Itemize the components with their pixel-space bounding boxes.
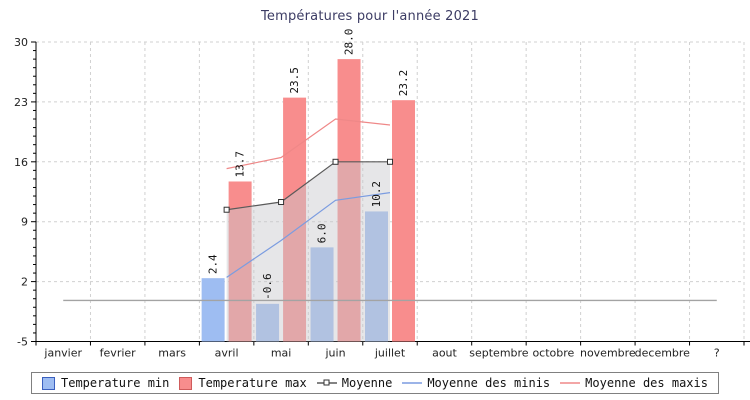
moyenne-area-fill bbox=[226, 161, 390, 342]
x-tick-label: janvier bbox=[43, 347, 82, 360]
bar-value-label: 2.4 bbox=[207, 254, 220, 274]
x-tick-label: juillet bbox=[374, 347, 406, 360]
bar-value-label: -0.6 bbox=[261, 273, 274, 300]
legend-label: Temperature max bbox=[198, 376, 307, 390]
legend-label: Moyenne des minis bbox=[427, 376, 551, 390]
y-tick-label: 16 bbox=[14, 156, 28, 169]
legend-item-moyenne-des-maxis: Moyenne des maxis bbox=[560, 376, 708, 390]
moyenne-marker bbox=[223, 206, 230, 213]
x-tick-label: juin bbox=[325, 347, 346, 360]
x-tick-label: fevrier bbox=[100, 347, 136, 360]
legend-swatch-icon bbox=[42, 376, 56, 390]
moyenne-marker bbox=[332, 158, 339, 165]
bar-temperature-max-mai bbox=[283, 97, 307, 342]
moyenne-marker bbox=[387, 158, 393, 165]
x-tick-label: aout bbox=[432, 347, 457, 360]
chart-title: Températures pour l'année 2021 bbox=[260, 9, 480, 24]
y-tick-label: 23 bbox=[14, 96, 28, 109]
legend-line-icon bbox=[560, 382, 581, 384]
bar-temperature-max-avril bbox=[228, 181, 252, 342]
x-tick-label: mai bbox=[271, 347, 292, 360]
line-moyenne-des-maxis bbox=[226, 118, 391, 170]
bar-value-label: 23.2 bbox=[397, 70, 410, 97]
legend-label: Moyenne des maxis bbox=[585, 376, 708, 390]
x-tick-label: novembre bbox=[580, 347, 636, 360]
x-tick-label: septembre bbox=[469, 347, 529, 360]
bar-temperature-max-juin bbox=[337, 59, 361, 342]
legend-line-marker-icon bbox=[316, 379, 337, 386]
bar-temperature-max-juillet bbox=[392, 100, 415, 342]
moyenne-marker bbox=[278, 199, 285, 206]
y-tick-label: 2 bbox=[21, 276, 28, 289]
bar-value-label: 13.7 bbox=[234, 151, 247, 178]
bar-temperature-min-juin bbox=[310, 247, 334, 342]
legend-label: Moyenne bbox=[341, 376, 393, 390]
bar-temperature-min-juillet bbox=[365, 211, 388, 342]
axes: 30 23 16 9 2 -5 janvier fevrier mars avril mai juin… bbox=[14, 36, 750, 360]
legend-item-moyenne-des-minis: Moyenne des minis bbox=[402, 376, 550, 390]
legend-item-temperature-min: Temperature min bbox=[42, 376, 169, 390]
legend-item-moyenne: Moyenne bbox=[316, 376, 393, 390]
legend-line-icon bbox=[402, 382, 423, 384]
legend-label: Temperature min bbox=[61, 376, 170, 390]
bar-temperature-min-mai bbox=[256, 303, 280, 342]
bar-value-label: 6.0 bbox=[316, 223, 329, 243]
bars bbox=[201, 59, 415, 342]
bar-value-label: 23.5 bbox=[288, 67, 301, 94]
legend-swatch-icon bbox=[179, 376, 193, 390]
chart-legend: Temperature min Temperature max Moyenne … bbox=[31, 372, 719, 394]
x-tick-label: ? bbox=[714, 347, 720, 360]
y-tick-label: 30 bbox=[14, 36, 28, 49]
legend-item-temperature-max: Temperature max bbox=[179, 376, 307, 390]
bar-value-labels: 2.4 13.7 -0.6 23.5 6.0 28.0 10.2 23.2 bbox=[207, 29, 410, 300]
y-tick-label: 9 bbox=[21, 216, 28, 229]
x-tick-label: avril bbox=[215, 347, 239, 360]
bar-value-label: 10.2 bbox=[370, 181, 383, 208]
x-tick-label: mars bbox=[158, 347, 186, 360]
x-tick-label: octobre bbox=[532, 347, 574, 360]
bar-value-label: 28.0 bbox=[343, 29, 356, 56]
line-moyenne bbox=[226, 161, 390, 211]
bar-temperature-min-avril bbox=[201, 278, 225, 342]
x-tick-label: decembre bbox=[635, 347, 691, 360]
y-tick-label: -5 bbox=[17, 336, 28, 349]
gridlines bbox=[36, 41, 745, 342]
line-moyenne-des-minis bbox=[226, 192, 391, 278]
